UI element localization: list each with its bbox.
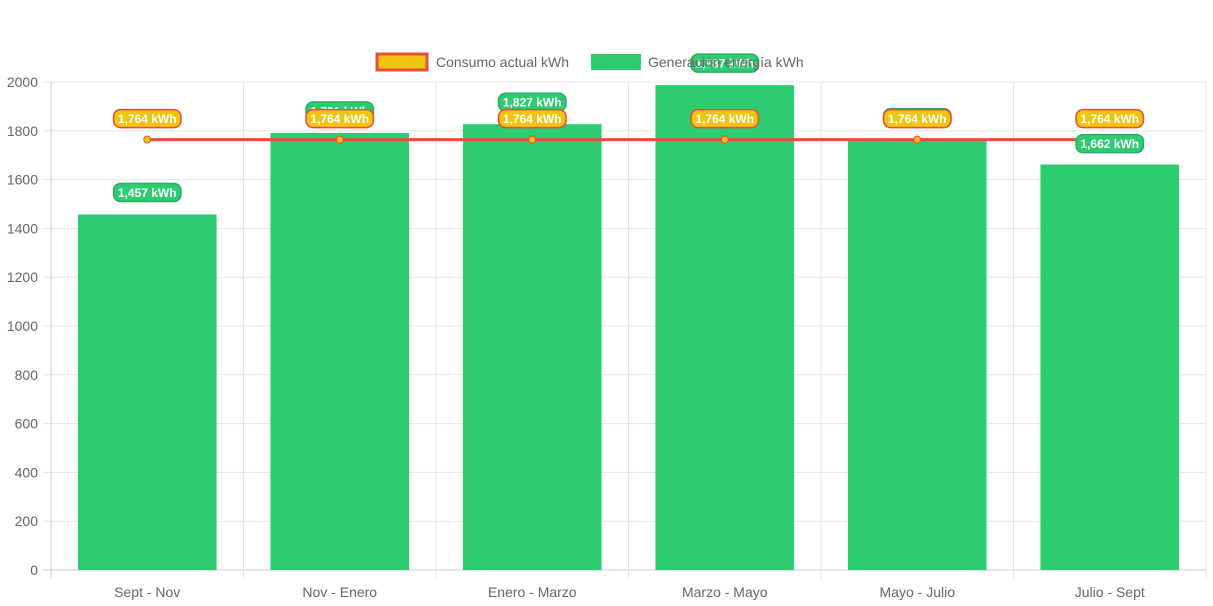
y-tick-label: 800 [15, 367, 39, 383]
y-tick-label: 200 [15, 513, 39, 529]
y-tick-label: 1600 [7, 172, 38, 188]
consumption-line [143, 135, 1114, 144]
bar-data-label-text: 1,662 kWh [1080, 137, 1139, 151]
legend-label-generacion: Generación energía kWh [648, 54, 804, 70]
x-tick-label: Marzo - Mayo [682, 584, 768, 600]
legend-swatch-consumo [375, 52, 429, 72]
line-data-label-bg [497, 108, 567, 129]
legend-item-generacion[interactable]: Generación energía kWh [591, 54, 804, 70]
line-data-label-text: 1,764 kWh [118, 112, 177, 126]
legend: Consumo actual kWh Generación energía kW… [375, 52, 804, 72]
bar[interactable] [847, 139, 987, 571]
line-data-label: 1,764 kWh [882, 108, 952, 129]
bar-data-label-text: 1,987 kWh [695, 57, 754, 71]
line-data-label-bg [882, 108, 952, 129]
bar[interactable] [270, 132, 410, 570]
y-tick-label: 0 [30, 562, 38, 578]
bar[interactable] [1040, 164, 1180, 571]
line-data-label-bg [305, 108, 375, 129]
x-tick-label: Enero - Marzo [488, 584, 577, 600]
bar-data-label: 1,827 kWh [497, 92, 567, 112]
line-point[interactable] [720, 135, 729, 144]
line-data-label-text: 1,764 kWh [695, 112, 754, 126]
line-data-label: 1,764 kWh [305, 108, 375, 129]
line-data-label-text: 1,764 kWh [888, 112, 947, 126]
line-point[interactable] [913, 135, 922, 144]
line-data-label: 1,764 kWh [497, 108, 567, 129]
y-tick-label: 1800 [7, 123, 38, 139]
x-axis: Sept - Nov Nov - Enero Enero - Marzo Marzo … [114, 584, 1145, 600]
line-data-label-bg [690, 108, 760, 129]
bar-data-label-bg [1075, 133, 1145, 154]
bar-data-label-text: 1,827 kWh [503, 96, 562, 110]
y-tick-label: 2000 [7, 74, 38, 90]
bar[interactable] [77, 214, 217, 570]
line-data-label-text: 1,764 kWh [1080, 112, 1139, 126]
y-tick-label: 400 [15, 464, 39, 480]
bars [77, 85, 1180, 571]
line-data-label: 1,764 kWh [1075, 108, 1145, 129]
y-axis: 0 200 400 600 800 1000 1200 1400 1600 1800 2000 [7, 74, 38, 578]
y-tick-label: 1400 [7, 220, 38, 236]
x-tick-label: Mayo - Julio [880, 584, 956, 600]
line-point[interactable] [143, 135, 152, 144]
legend-label-consumo: Consumo actual kWh [436, 54, 569, 70]
x-tick-label: Nov - Enero [302, 584, 377, 600]
bar[interactable] [462, 124, 602, 570]
y-tick-label: 1000 [7, 318, 38, 334]
bar[interactable] [655, 85, 795, 570]
line-data-label-text: 1,764 kWh [503, 112, 562, 126]
line-data-label: 1,764 kWh [690, 108, 760, 129]
bar-data-label-text: 1,457 kWh [118, 186, 177, 200]
y-tick-label: 1200 [7, 269, 38, 285]
bar-data-label-bg [690, 53, 760, 73]
bar-data-label: 1,457 kWh [112, 182, 182, 203]
line-data-label-bg [112, 108, 182, 129]
line-point[interactable] [528, 135, 537, 144]
line-point[interactable] [335, 135, 344, 144]
grid [43, 81, 1207, 579]
bar-data-label: 1,987 kWh [690, 53, 760, 73]
legend-swatch-generacion [591, 54, 641, 70]
line-data-label-text: 1,764 kWh [310, 112, 369, 126]
y-tick-label: 600 [15, 416, 39, 432]
x-tick-label: Julio - Sept [1075, 584, 1145, 600]
bar-data-label: 1,662 kWh [1075, 133, 1145, 154]
bar-data-label-bg [112, 182, 182, 203]
x-tick-label: Sept - Nov [114, 584, 180, 600]
line-data-label-bg [1075, 108, 1145, 129]
legend-item-consumo[interactable]: Consumo actual kWh [375, 52, 569, 72]
line-data-label: 1,764 kWh [112, 108, 182, 129]
